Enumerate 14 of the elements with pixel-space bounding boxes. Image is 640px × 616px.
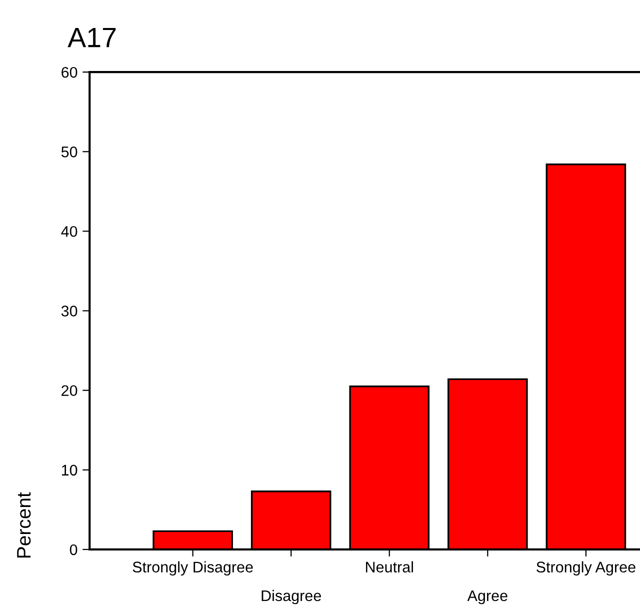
y-axis-title: Percent (17, 492, 31, 558)
x-tick-label: Strongly Agree (536, 561, 636, 576)
x-tick-label: Disagree (262, 590, 321, 604)
y-tick-label: 50 (61, 146, 78, 158)
y-tick-label: 0 (70, 544, 78, 556)
y-tick-label: 10 (62, 464, 78, 476)
y-tick-label: 60 (62, 66, 78, 78)
x-tick-label: Neutral (366, 561, 413, 572)
x-tick-label: Strongly Disagree (132, 561, 253, 576)
y-tick-label: 30 (61, 306, 78, 316)
chart-title: A17 (68, 28, 116, 48)
y-tick-label: 40 (61, 226, 78, 237)
y-tick-label: 20 (62, 385, 78, 396)
x-tick-label: Agree (467, 590, 508, 604)
